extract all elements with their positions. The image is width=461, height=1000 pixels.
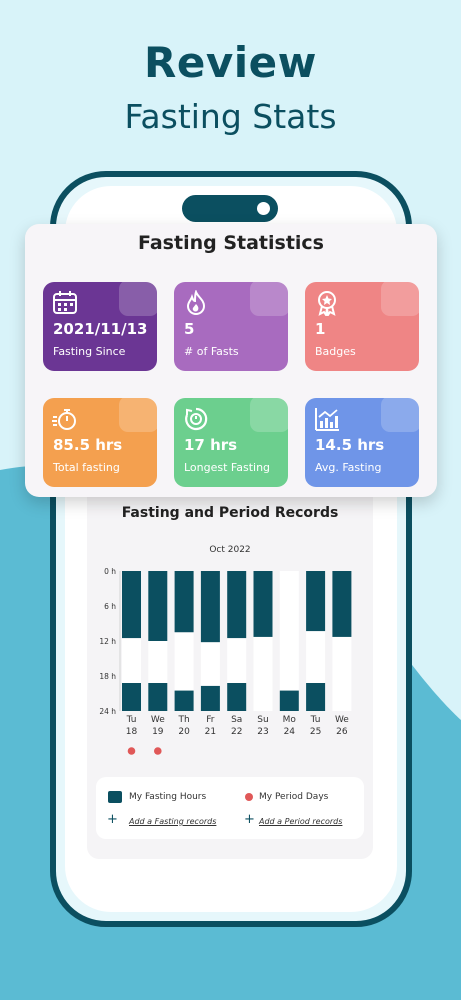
tile-decoration [381, 398, 419, 432]
x-tick-day: Sa [231, 715, 242, 725]
stat-tile-longest-fasting[interactable]: 17 hrs Longest Fasting [174, 398, 288, 487]
fasting-bar-segment [122, 571, 141, 639]
y-tick-label: 12 h [99, 637, 116, 646]
day-column-bg [279, 571, 299, 711]
tile-value: 17 hrs [184, 436, 238, 454]
fasting-bar-segment [279, 690, 299, 711]
records-title: Fasting and Period Records [121, 505, 339, 521]
hero-title: Review [144, 38, 317, 87]
x-tick-day: Su [257, 715, 268, 725]
tile-label: Avg. Fasting [315, 461, 382, 474]
fire-icon [186, 290, 206, 316]
fasting-bar-segment [122, 683, 141, 711]
legend-fasting-label: My Fasting Hours [129, 792, 207, 802]
fasting-bar-segment [306, 571, 326, 632]
x-tick-day: We [335, 715, 349, 725]
tile-value: 1 [315, 320, 326, 338]
period-day-dot [154, 747, 162, 755]
tile-label: Badges [315, 345, 356, 358]
fasting-bar-segment [200, 571, 220, 643]
add-fasting-record-link[interactable]: Add a Fasting records [129, 817, 217, 826]
phone-camera-notch [182, 195, 278, 222]
fasting-bar-segment [148, 683, 168, 711]
fasting-bar-segment [200, 685, 220, 711]
y-tick-label: 6 h [104, 602, 116, 611]
tile-label: Total fasting [53, 461, 120, 474]
tile-decoration [250, 282, 288, 316]
badge-icon [318, 291, 336, 316]
x-tick-date: 22 [231, 727, 242, 737]
x-tick-day: We [151, 715, 165, 725]
x-tick-date: 21 [205, 727, 216, 737]
stats-title: Fasting Statistics [138, 232, 324, 254]
x-tick-date: 24 [284, 727, 296, 737]
timer-icon [185, 407, 208, 431]
fasting-bar-segment [332, 571, 352, 637]
fasting-bar-segment [174, 690, 194, 711]
add-fasting-plus-icon[interactable]: + [107, 812, 118, 827]
fasting-period-records-card: Fasting and Period Records Oct 2022 0 h 6… [87, 497, 373, 859]
stopwatch-icon [52, 409, 76, 430]
chart-icon [315, 408, 339, 431]
tile-decoration [381, 282, 419, 316]
x-tick-date: 19 [152, 727, 164, 737]
tile-value: 2021/11/13 [53, 320, 148, 338]
fasting-bar-segment [306, 683, 326, 711]
period-day-dot [127, 747, 136, 755]
stat-tile-total-fasting[interactable]: 85.5 hrs Total fasting [43, 398, 157, 487]
tile-decoration [119, 282, 157, 316]
tile-value: 14.5 hrs [315, 436, 385, 454]
y-tick-label: 0 h [104, 567, 116, 576]
fasting-bar-segment [174, 571, 194, 633]
camera-lens [257, 202, 270, 215]
y-tick-label: 18 h [99, 672, 116, 681]
tile-label: Fasting Since [53, 345, 126, 358]
x-tick-date: 26 [336, 727, 348, 737]
fasting-hours-swatch [108, 791, 122, 803]
hero-header: Review Fasting Stats [0, 38, 461, 136]
fasting-bar-segment [148, 571, 168, 641]
tile-value: 85.5 hrs [53, 436, 123, 454]
tile-decoration [250, 398, 288, 432]
fasting-statistics-card: Fasting Statistics 2021/11/13 Fasting Si… [25, 224, 437, 497]
stat-tile-number-of-fasts[interactable]: 5 # of Fasts [174, 282, 288, 371]
tile-value: 5 [184, 320, 195, 338]
stat-tile-avg-fasting[interactable]: 14.5 hrs Avg. Fasting [305, 398, 419, 487]
x-tick-date: 18 [126, 727, 138, 737]
period-days-dot [245, 793, 253, 801]
fasting-bar-segment [253, 571, 273, 637]
hero-subtitle: Fasting Stats [124, 97, 337, 136]
add-period-plus-icon[interactable]: + [244, 812, 255, 827]
legend-period-label: My Period Days [259, 792, 329, 802]
calendar-icon [53, 291, 77, 314]
add-period-record-link[interactable]: Add a Period records [259, 817, 343, 826]
x-tick-date: 20 [178, 727, 190, 737]
x-tick-date: 23 [257, 727, 268, 737]
fasting-chart: 0 h 6 h 12 h 18 h 24 h Tu 18 We 19 Th 20 Fr 21 Sa 22 Su… [99, 567, 352, 755]
x-tick-day: Fr [206, 715, 215, 725]
y-tick-label: 24 h [99, 707, 116, 716]
chart-legend: My Fasting Hours My Period Days + Add a … [96, 777, 364, 839]
x-tick-date: 25 [310, 727, 321, 737]
month-label[interactable]: Oct 2022 [209, 545, 251, 555]
x-tick-day: Tu [310, 715, 321, 725]
tile-decoration [119, 398, 157, 432]
fasting-bar-segment [227, 683, 247, 711]
x-tick-day: Tu [126, 715, 137, 725]
stat-tile-badges[interactable]: 1 Badges [305, 282, 419, 371]
tile-label: # of Fasts [184, 345, 239, 358]
x-tick-day: Mo [283, 715, 297, 725]
stat-tile-fasting-since[interactable]: 2021/11/13 Fasting Since [43, 282, 157, 371]
x-tick-day: Th [177, 715, 189, 725]
fasting-bar-segment [227, 571, 247, 639]
tile-label: Longest Fasting [184, 461, 271, 474]
